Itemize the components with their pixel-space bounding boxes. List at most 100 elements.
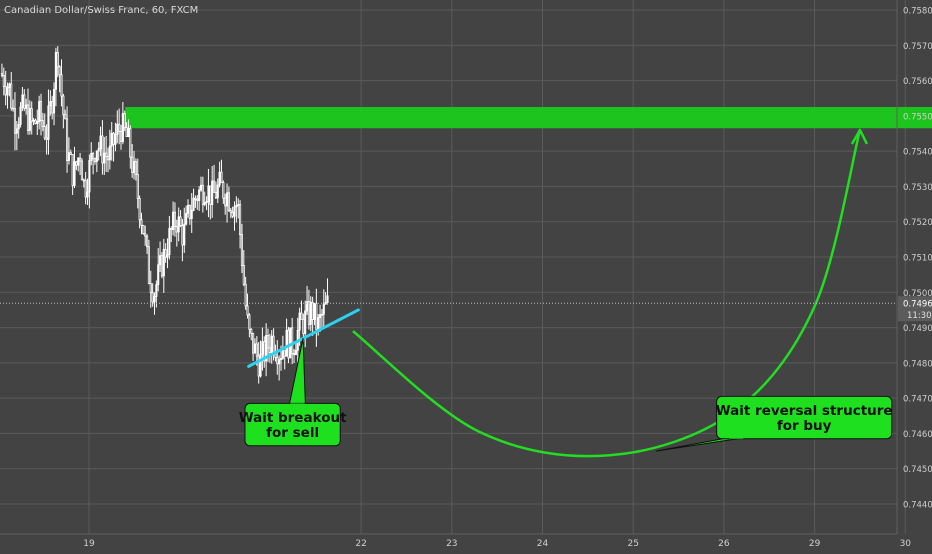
candle-body xyxy=(194,197,197,200)
candle xyxy=(313,302,316,326)
time-tick-label: 26 xyxy=(718,539,730,549)
candle xyxy=(261,327,264,371)
candle-body xyxy=(67,152,70,161)
candle xyxy=(159,241,162,273)
price-tick-label: 0.74400 xyxy=(903,501,932,511)
candle-body xyxy=(279,357,283,361)
candle xyxy=(216,178,219,204)
candle xyxy=(198,186,201,211)
candle-body xyxy=(153,296,156,303)
candle xyxy=(203,191,206,207)
candle xyxy=(73,146,76,189)
candle xyxy=(307,289,310,330)
candle xyxy=(92,152,95,175)
candle-body xyxy=(26,104,30,131)
candle xyxy=(207,168,210,218)
candle xyxy=(214,181,217,199)
candle-body xyxy=(222,182,225,199)
candle-body xyxy=(129,128,132,158)
candle xyxy=(51,95,54,120)
candle xyxy=(138,195,141,229)
candle-body xyxy=(112,132,115,145)
candle xyxy=(324,292,327,305)
candle-body xyxy=(25,104,28,109)
candle-body xyxy=(324,302,327,305)
time-tick-label: 25 xyxy=(627,539,638,549)
candle xyxy=(157,248,160,292)
candle xyxy=(240,223,243,274)
candle-body xyxy=(15,128,18,134)
candle xyxy=(38,95,41,130)
candle-body xyxy=(97,148,100,152)
candle xyxy=(242,250,245,287)
candle xyxy=(151,283,154,307)
candle-body xyxy=(119,131,123,142)
candle-body xyxy=(64,113,67,120)
candle xyxy=(194,195,197,208)
candle xyxy=(220,159,223,183)
candle-body xyxy=(294,349,297,356)
candle-body xyxy=(54,52,57,90)
candle xyxy=(97,142,100,161)
candle xyxy=(309,296,312,332)
candle xyxy=(311,296,314,336)
last-price-badge xyxy=(898,296,932,310)
last-price-label: 0.74969 xyxy=(903,300,932,310)
zones xyxy=(125,107,932,129)
candle xyxy=(80,158,83,181)
candle-body xyxy=(239,204,242,236)
candle-body xyxy=(173,211,177,228)
candle-body xyxy=(82,179,85,182)
candle xyxy=(112,131,115,162)
candle xyxy=(49,90,52,116)
candle-body xyxy=(8,83,11,89)
candle xyxy=(265,323,268,377)
candle xyxy=(253,338,257,354)
candle-body xyxy=(77,157,80,166)
candle-body xyxy=(302,318,305,335)
projection-curve[interactable] xyxy=(352,129,862,458)
candle-body xyxy=(298,312,301,331)
candles xyxy=(0,46,329,384)
candle xyxy=(144,225,147,246)
candle-body xyxy=(272,335,275,355)
candle-body xyxy=(73,161,76,186)
resistance-zone[interactable] xyxy=(125,107,932,129)
candle-body xyxy=(125,127,128,137)
candle-body xyxy=(255,343,258,357)
candle-body xyxy=(227,192,230,211)
candle-body xyxy=(147,246,150,285)
candle xyxy=(199,176,203,192)
candle-body xyxy=(90,153,93,161)
time-tick-label: 22 xyxy=(355,539,366,549)
candle xyxy=(285,318,288,357)
candle-body xyxy=(56,52,59,68)
candle xyxy=(6,82,9,109)
time-axis[interactable]: 192223242526293031 xyxy=(83,539,932,549)
candle-body xyxy=(10,83,13,109)
callout-text: for sell xyxy=(266,425,319,441)
candle-body xyxy=(292,352,296,356)
candle-body xyxy=(320,313,323,316)
candle xyxy=(101,120,104,175)
candle-body xyxy=(229,210,232,213)
candle xyxy=(268,333,271,363)
candle-body xyxy=(242,264,245,285)
candle-body xyxy=(196,198,199,202)
candle-body xyxy=(162,248,165,277)
candle xyxy=(183,207,186,253)
candle-body xyxy=(317,317,320,330)
candle xyxy=(4,70,7,106)
candle-body xyxy=(181,225,184,246)
candle-body xyxy=(240,234,243,266)
candle xyxy=(0,63,4,78)
candle-body xyxy=(220,171,223,183)
